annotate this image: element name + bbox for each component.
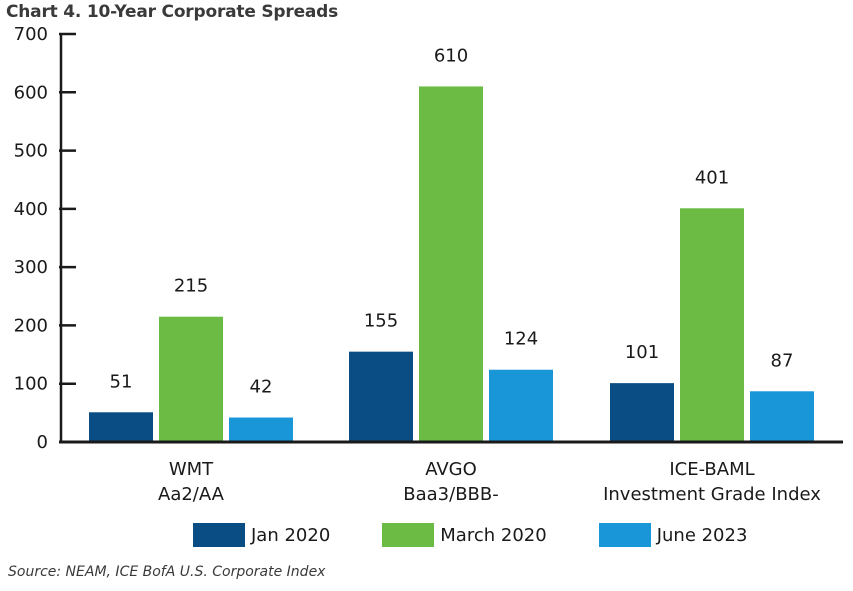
y-tick-label: 700 <box>14 24 48 45</box>
legend-label: March 2020 <box>440 524 547 546</box>
legend-item: March 2020 <box>382 523 547 547</box>
data-label: 215 <box>174 276 208 297</box>
bar <box>89 412 153 442</box>
legend-item: Jan 2020 <box>193 523 330 547</box>
legend-swatch <box>382 523 435 547</box>
legend: Jan 2020 March 2020 June 2023 <box>193 523 799 547</box>
y-tick-label: 0 <box>37 432 48 453</box>
bar <box>680 208 744 442</box>
y-tick-label: 500 <box>14 141 48 162</box>
data-label: 101 <box>625 342 659 363</box>
bar <box>750 391 814 442</box>
data-label: 610 <box>434 45 468 66</box>
data-label: 124 <box>504 329 538 350</box>
source-note: Source: NEAM, ICE BofA U.S. Corporate In… <box>8 564 326 580</box>
legend-label: Jan 2020 <box>251 524 331 546</box>
legend-swatch <box>193 523 245 547</box>
bar <box>489 369 553 442</box>
x-category-label: Investment Grade Index <box>603 484 821 505</box>
data-label: 51 <box>110 371 133 392</box>
x-category-label: ICE-BAML <box>669 459 754 480</box>
data-label: 401 <box>695 167 729 188</box>
bar <box>159 316 223 442</box>
legend-item: June 2023 <box>598 523 748 547</box>
bar <box>419 86 483 442</box>
x-category-label: WMT <box>169 459 214 480</box>
data-label: 42 <box>250 377 273 398</box>
y-tick-label: 100 <box>14 374 48 395</box>
data-label: 87 <box>771 350 794 371</box>
data-label: 155 <box>364 311 398 332</box>
y-tick-label: 200 <box>14 315 48 336</box>
bar <box>229 417 293 442</box>
legend-label: June 2023 <box>656 524 748 546</box>
legend-swatch <box>598 523 651 547</box>
x-category-label: AVGO <box>425 459 477 480</box>
bar <box>610 383 674 442</box>
y-tick-label: 600 <box>14 82 48 103</box>
x-category-label: Aa2/AA <box>158 484 225 505</box>
chart-title: Chart 4. 10-Year Corporate Spreads <box>6 2 339 22</box>
y-tick-label: 300 <box>14 257 48 278</box>
y-tick-label: 400 <box>14 199 48 220</box>
x-category-label: Baa3/BBB- <box>403 484 498 505</box>
chart-plot: 0 100 200 300 400 500 600 700 51 215 42 WMT Aa2/AA 15… <box>14 24 843 505</box>
bar <box>349 351 413 442</box>
